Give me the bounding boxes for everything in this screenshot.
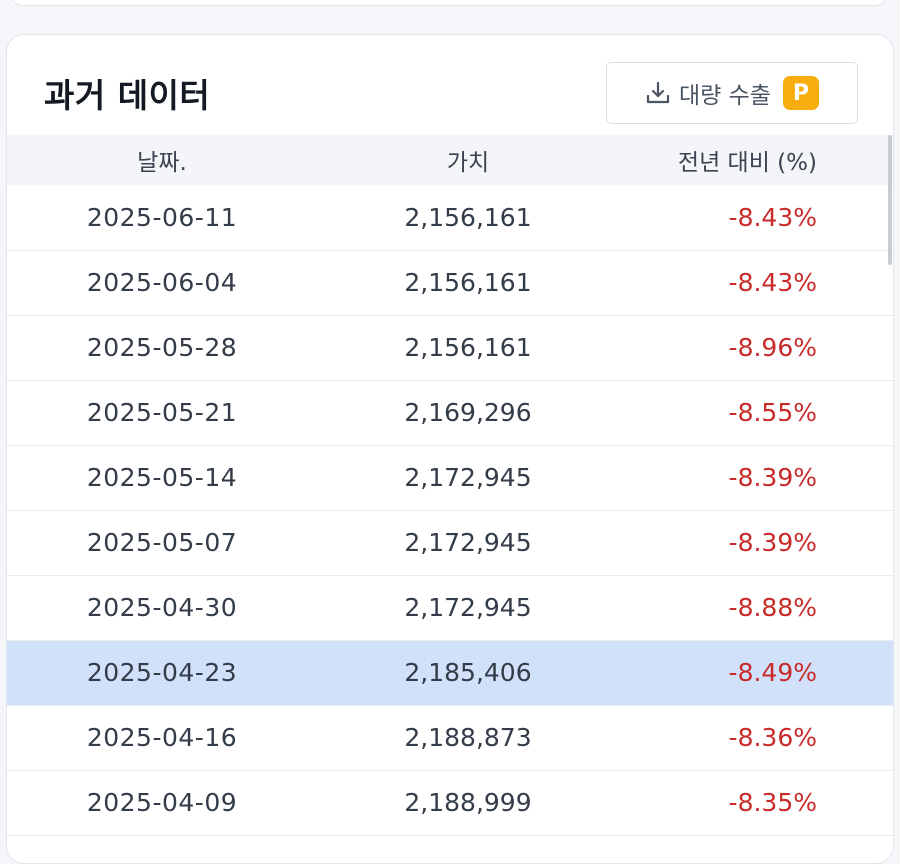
table-header-row: 날짜. 가치 전년 대비 (%): [7, 135, 893, 185]
cell-value: 2,188,999: [404, 788, 532, 817]
cell-date: 2025-06-11: [86, 202, 238, 232]
cell-value: 2,172,945: [404, 593, 532, 622]
cell-value: 2,185,406: [404, 658, 532, 687]
bulk-export-button[interactable]: 대량 수출 P: [606, 62, 858, 124]
cell-value: 2,169,296: [404, 398, 532, 427]
cell-change: -8.43%: [728, 202, 817, 232]
cell-date: 2025-04-23: [86, 658, 238, 687]
cell-change: -8.36%: [728, 723, 817, 752]
cell-change: -8.43%: [728, 268, 817, 297]
cell-value: 2,172,945: [404, 463, 532, 492]
table-row[interactable]: 2025-04-23 2,185,406 -8.49%: [7, 640, 893, 705]
cell-date: 2025-04-09: [86, 788, 238, 817]
cell-change: -8.39%: [728, 528, 817, 557]
cell-date: 2025-04-16: [86, 723, 238, 752]
historical-data-card: 과거 데이터 대량 수출 P 날짜. 가치 전년 대비 (%) 2025-06-…: [6, 34, 894, 864]
premium-badge: P: [782, 76, 819, 110]
cell-date: 2025-04-30: [86, 593, 238, 622]
cell-date: 2025-05-07: [86, 528, 238, 557]
table-row[interactable]: 2025-06-11 2,156,161 -8.43%: [7, 185, 893, 250]
bulk-export-label: 대량 수출: [679, 83, 771, 109]
cell-date: 2025-05-28: [86, 333, 238, 362]
cell-value: 2,156,161: [404, 333, 532, 362]
cell-value: 2,188,873: [404, 723, 532, 752]
cell-date: 2025-06-04: [86, 268, 238, 297]
table-row[interactable]: 2025-04-16 2,188,873 -8.36%: [7, 705, 893, 770]
table-row[interactable]: 2025-05-21 2,169,296 -8.55%: [7, 380, 893, 445]
table-row[interactable]: 2025-04-09 2,188,999 -8.35%: [7, 770, 893, 835]
column-header-change[interactable]: 전년 대비 (%): [677, 150, 817, 176]
table-row[interactable]: 2025-05-07 2,172,945 -8.39%: [7, 510, 893, 575]
cell-value: 2,156,161: [404, 202, 532, 232]
column-header-value[interactable]: 가치: [446, 150, 490, 176]
historical-data-table: 날짜. 가치 전년 대비 (%) 2025-06-11 2,156,161 -8.4…: [7, 135, 893, 836]
cell-change: -8.39%: [728, 463, 817, 492]
cell-change: -8.96%: [728, 333, 817, 362]
card-header: 과거 데이터 대량 수출 P: [7, 35, 893, 135]
cell-change: -8.88%: [728, 593, 817, 622]
cell-change: -8.35%: [728, 788, 817, 817]
table-row[interactable]: 2025-04-30 2,172,945 -8.88%: [7, 575, 893, 640]
table-body: 2025-06-11 2,156,161 -8.43% 2025-06-04 2,156…: [7, 185, 893, 835]
cell-change: -8.55%: [728, 398, 817, 427]
cell-date: 2025-05-14: [86, 463, 238, 492]
scrollbar-thumb[interactable]: [888, 135, 892, 265]
table-row[interactable]: 2025-05-28 2,156,161 -8.96%: [7, 315, 893, 380]
table-row[interactable]: 2025-06-04 2,156,161 -8.43%: [7, 250, 893, 315]
cell-value: 2,172,945: [404, 528, 532, 557]
column-header-date[interactable]: 날짜.: [137, 150, 187, 176]
cell-date: 2025-05-21: [86, 398, 238, 427]
card-title: 과거 데이터: [44, 76, 211, 115]
download-icon: [645, 80, 671, 106]
table-row[interactable]: 2025-05-14 2,172,945 -8.39%: [7, 445, 893, 510]
cell-value: 2,156,161: [404, 268, 532, 297]
previous-card-edge: [8, 0, 890, 6]
cell-change: -8.49%: [728, 658, 817, 687]
